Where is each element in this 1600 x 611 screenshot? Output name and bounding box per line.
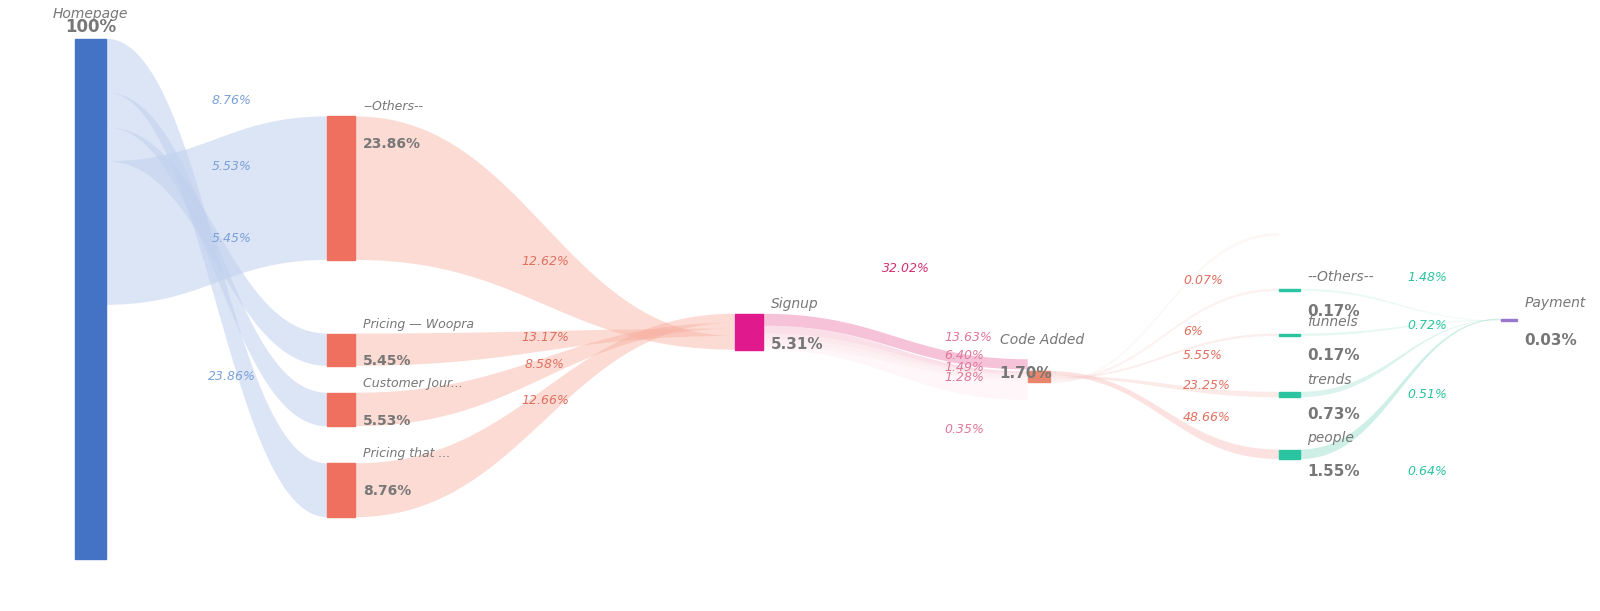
Text: people: people xyxy=(1307,431,1355,445)
Polygon shape xyxy=(1050,334,1280,379)
Polygon shape xyxy=(106,127,326,366)
Text: --Others--: --Others-- xyxy=(1307,270,1374,284)
Text: 1.28%: 1.28% xyxy=(944,371,984,384)
Text: Code Added: Code Added xyxy=(1000,333,1083,347)
Bar xyxy=(1501,318,1517,321)
Polygon shape xyxy=(355,329,734,366)
Bar xyxy=(326,117,355,260)
Text: Customer Jour...: Customer Jour... xyxy=(363,377,462,390)
Text: 23.25%: 23.25% xyxy=(1182,379,1230,392)
Text: 8.76%: 8.76% xyxy=(363,485,411,498)
Text: 23.86%: 23.86% xyxy=(208,370,256,382)
Polygon shape xyxy=(106,117,326,305)
Bar xyxy=(1027,371,1050,382)
Polygon shape xyxy=(1299,320,1501,397)
Text: 12.62%: 12.62% xyxy=(522,255,570,268)
Polygon shape xyxy=(1299,318,1501,459)
Text: Homepage: Homepage xyxy=(53,7,128,21)
Bar xyxy=(734,314,763,349)
Polygon shape xyxy=(763,343,1027,380)
Text: 1.70%: 1.70% xyxy=(1000,367,1053,381)
Text: 0.64%: 0.64% xyxy=(1406,465,1446,478)
Bar xyxy=(1280,392,1299,397)
Polygon shape xyxy=(1050,371,1280,459)
Polygon shape xyxy=(763,326,1027,373)
Text: 13.17%: 13.17% xyxy=(522,331,570,344)
Bar xyxy=(326,463,355,517)
Text: 0.03%: 0.03% xyxy=(1525,333,1578,348)
Text: Payment: Payment xyxy=(1525,296,1586,310)
Text: 5.31%: 5.31% xyxy=(771,337,824,351)
Text: 6%: 6% xyxy=(1182,324,1203,338)
Polygon shape xyxy=(1299,288,1501,321)
Text: 0.17%: 0.17% xyxy=(1307,348,1360,364)
Text: 8.76%: 8.76% xyxy=(211,95,251,108)
Text: 100%: 100% xyxy=(66,18,115,35)
Text: 0.73%: 0.73% xyxy=(1307,407,1360,422)
Text: 0.72%: 0.72% xyxy=(1406,319,1446,332)
Text: 5.53%: 5.53% xyxy=(363,414,411,428)
Text: Pricing that ...: Pricing that ... xyxy=(363,447,451,460)
Polygon shape xyxy=(1299,320,1501,336)
Text: 0.51%: 0.51% xyxy=(1406,387,1446,400)
Polygon shape xyxy=(1050,375,1280,397)
Polygon shape xyxy=(355,117,734,349)
Polygon shape xyxy=(106,92,326,426)
Polygon shape xyxy=(763,314,1027,370)
Polygon shape xyxy=(763,339,1027,377)
Bar xyxy=(1280,334,1299,336)
Text: 23.86%: 23.86% xyxy=(363,137,421,152)
Bar xyxy=(326,334,355,366)
Text: 8.58%: 8.58% xyxy=(525,357,565,371)
Text: 5.45%: 5.45% xyxy=(363,354,411,368)
Bar xyxy=(326,393,355,426)
Text: 13.63%: 13.63% xyxy=(944,331,992,344)
Text: 1.49%: 1.49% xyxy=(944,360,984,373)
Polygon shape xyxy=(763,334,1027,375)
Polygon shape xyxy=(355,314,734,517)
Text: 5.55%: 5.55% xyxy=(1182,349,1222,362)
Polygon shape xyxy=(1050,288,1280,382)
Polygon shape xyxy=(763,346,1027,400)
Bar xyxy=(1280,450,1299,459)
Text: 12.66%: 12.66% xyxy=(522,394,570,408)
Text: 1.55%: 1.55% xyxy=(1307,464,1360,480)
Text: Signup: Signup xyxy=(771,297,818,311)
Text: Pricing — Woopra: Pricing — Woopra xyxy=(363,318,474,331)
Text: --Others--: --Others-- xyxy=(363,100,422,114)
Text: 0.35%: 0.35% xyxy=(944,423,984,436)
Text: 0.07%: 0.07% xyxy=(1182,274,1222,287)
Text: 48.66%: 48.66% xyxy=(1182,411,1230,425)
Bar xyxy=(1280,288,1299,291)
Text: 1.48%: 1.48% xyxy=(1406,271,1446,284)
Text: 0.17%: 0.17% xyxy=(1307,304,1360,318)
Text: 32.02%: 32.02% xyxy=(882,262,930,275)
Polygon shape xyxy=(355,323,734,426)
Text: trends: trends xyxy=(1307,373,1352,387)
Polygon shape xyxy=(1050,233,1280,384)
Text: 5.53%: 5.53% xyxy=(211,160,251,174)
Polygon shape xyxy=(106,38,326,517)
Text: funnels: funnels xyxy=(1307,315,1358,329)
Text: 5.45%: 5.45% xyxy=(211,232,251,245)
Bar xyxy=(75,38,106,559)
Text: 6.40%: 6.40% xyxy=(944,349,984,362)
